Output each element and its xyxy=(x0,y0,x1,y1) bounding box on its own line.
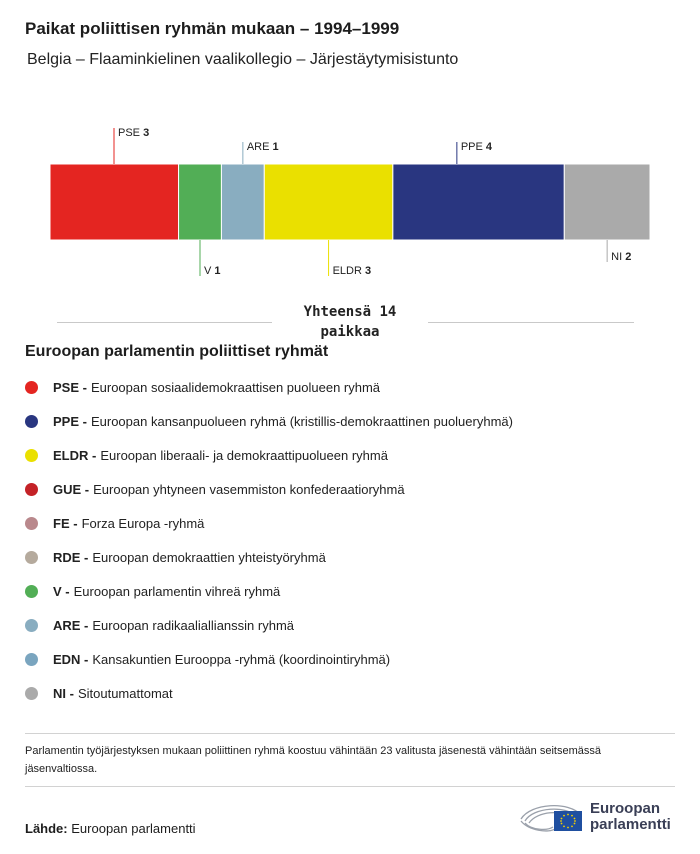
segment-label-value: 1 xyxy=(273,141,279,153)
legend-item: V - Euroopan parlamentin vihreä ryhmä xyxy=(25,574,513,608)
legend-abbr: RDE - xyxy=(53,549,89,565)
legend-text: Euroopan radikaaliallianssin ryhmä xyxy=(92,617,294,633)
legend-dot-icon xyxy=(25,550,38,564)
logo-wordmark: Euroopan parlamentti xyxy=(590,801,671,833)
segment-label-name: V xyxy=(204,265,214,277)
legend-text: Sitoutumattomat xyxy=(77,685,173,701)
legend-dot-icon xyxy=(25,482,38,496)
total-seats-label: Yhteensä 14 paikkaa xyxy=(303,304,397,340)
legend-item: PPE - Euroopan kansanpuolueen ryhmä (kris… xyxy=(25,404,513,438)
legend-abbr: V - xyxy=(53,583,70,599)
total-divider-left xyxy=(57,322,272,323)
legend-abbr: ELDR - xyxy=(53,447,97,463)
page-subtitle: Belgia – Flaaminkielinen vaalikollegio –… xyxy=(27,51,459,68)
legend-text: Forza Europa -ryhmä xyxy=(81,515,205,531)
legend-abbr: ARE - xyxy=(53,617,89,633)
legend-abbr: PPE - xyxy=(53,413,87,429)
source-line: Lähde: Euroopan parlamentti xyxy=(25,821,196,836)
segment-label-are: ARE 1 xyxy=(247,141,279,153)
logo-line-1: Euroopan xyxy=(590,800,660,817)
source-label: Lähde: xyxy=(25,821,68,836)
legend-text: Euroopan liberaali- ja demokraattipuolue… xyxy=(100,447,388,463)
legend-dot-icon xyxy=(25,448,38,462)
legend-item: ARE - Euroopan radikaaliallianssin ryhmä xyxy=(25,608,513,642)
legend-abbr: FE - xyxy=(53,515,78,531)
legend-text: Euroopan kansanpuolueen ryhmä (kristilli… xyxy=(90,413,513,429)
bar-segment-are xyxy=(220,163,265,241)
european-parliament-logo xyxy=(520,804,582,832)
bar-segment-v xyxy=(178,163,222,241)
legend-title: Euroopan parlamentin poliittiset ryhmät xyxy=(25,343,329,360)
footer-divider-top xyxy=(25,733,675,734)
segment-label-value: 3 xyxy=(365,265,371,277)
segment-label-value: 1 xyxy=(214,265,220,277)
segment-label-name: PPE xyxy=(461,141,486,153)
page-title: Paikat poliittisen ryhmän mukaan – 1994–… xyxy=(25,19,400,38)
legend-dot-icon xyxy=(25,686,38,700)
bar-segment-pse xyxy=(49,163,180,241)
legend-text: Kansakuntien Eurooppa -ryhmä (koordinoin… xyxy=(92,651,391,667)
legend-dot-icon xyxy=(25,618,38,632)
segment-label-ni: NI 2 xyxy=(611,251,631,263)
footer-note: Parlamentin työjärjestyksen mukaan polii… xyxy=(25,745,601,775)
segment-label-value: 3 xyxy=(143,127,149,139)
legend-list: PSE - Euroopan sosiaalidemokraattisen puo… xyxy=(25,370,513,710)
legend-item: EDN - Kansakuntien Eurooppa -ryhmä (koord… xyxy=(25,642,513,676)
legend-item: RDE - Euroopan demokraattien yhteistyöryh… xyxy=(25,540,513,574)
segment-label-value: 4 xyxy=(486,141,493,153)
legend-text: Euroopan demokraattien yhteistyöryhmä xyxy=(92,549,326,565)
legend-dot-icon xyxy=(25,516,38,530)
legend-item: PSE - Euroopan sosiaalidemokraattisen puo… xyxy=(25,370,513,404)
total-divider-right xyxy=(428,322,634,323)
bar-segment-eldr xyxy=(263,163,394,241)
segment-label-v: V 1 xyxy=(204,265,221,277)
legend-dot-icon xyxy=(25,380,38,394)
footer-divider-bottom xyxy=(25,786,675,787)
bar-segment-ppe xyxy=(392,163,565,241)
legend-item: ELDR - Euroopan liberaali- ja demokraatti… xyxy=(25,438,513,472)
legend-item: GUE - Euroopan yhtyneen vasemmiston konfe… xyxy=(25,472,513,506)
legend-dot-icon xyxy=(25,584,38,598)
legend-abbr: NI - xyxy=(53,685,74,701)
legend-item: FE - Forza Europa -ryhmä xyxy=(25,506,513,540)
source-value: Euroopan parlamentti xyxy=(71,821,196,836)
segment-label-name: ARE xyxy=(247,141,273,153)
segment-label-pse: PSE 3 xyxy=(118,127,149,139)
legend-dot-icon xyxy=(25,652,38,666)
segment-label-eldr: ELDR 3 xyxy=(333,265,372,277)
legend-abbr: EDN - xyxy=(53,651,89,667)
legend-text: Euroopan parlamentin vihreä ryhmä xyxy=(73,583,281,599)
legend-abbr: GUE - xyxy=(53,481,90,497)
bar-segment-ni xyxy=(563,163,651,241)
segment-label-name: ELDR xyxy=(333,265,365,277)
logo-line-2: parlamentti xyxy=(590,816,671,833)
legend-text: Euroopan yhtyneen vasemmiston konfederaa… xyxy=(93,481,405,497)
legend-text: Euroopan sosiaalidemokraattisen puolueen… xyxy=(90,379,381,395)
legend-abbr: PSE - xyxy=(53,379,87,395)
segment-label-ppe: PPE 4 xyxy=(461,141,493,153)
legend-dot-icon xyxy=(25,414,38,428)
legend-item: NI - Sitoutumattomat xyxy=(25,676,513,710)
segment-label-name: PSE xyxy=(118,127,143,139)
segment-label-name: NI xyxy=(611,251,625,263)
segment-label-value: 2 xyxy=(625,251,631,263)
